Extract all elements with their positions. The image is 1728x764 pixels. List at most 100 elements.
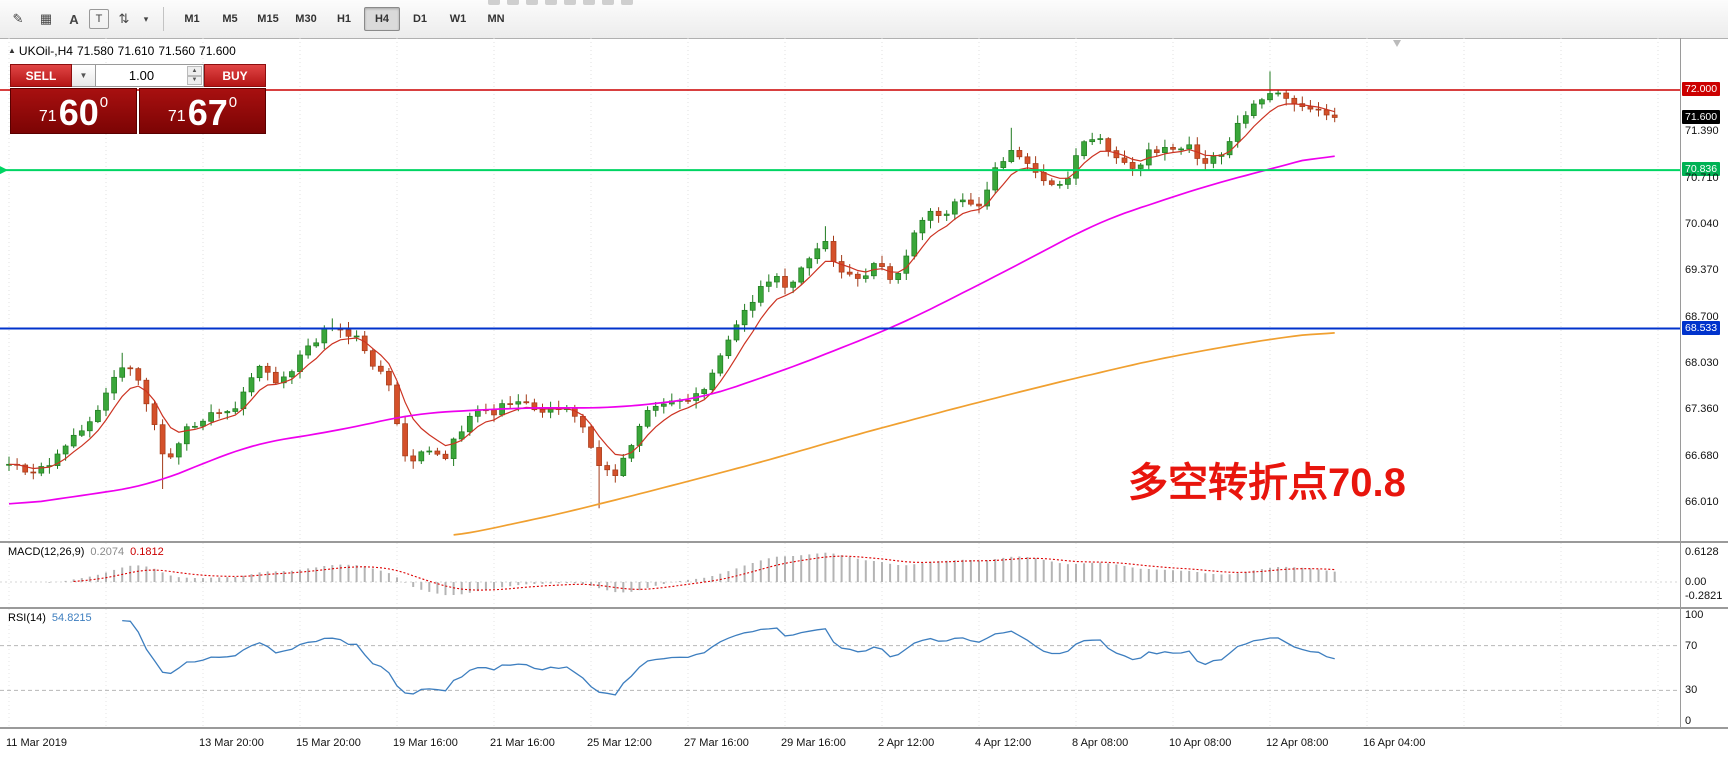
- crayon-draw-icon[interactable]: ✎: [12, 11, 24, 26]
- volume-increase-button[interactable]: ▲: [187, 66, 202, 76]
- candle: [927, 210, 934, 221]
- candle: [531, 402, 538, 411]
- candle: [418, 451, 425, 462]
- buy-button[interactable]: BUY: [204, 64, 266, 87]
- candle: [1315, 108, 1322, 111]
- candle: [426, 450, 433, 453]
- time-axis-label: 16 Apr 04:00: [1363, 737, 1426, 749]
- candle: [701, 389, 708, 394]
- candle: [765, 281, 772, 287]
- bid-pips: 60: [58, 92, 99, 134]
- grid-comment-icon[interactable]: ▦: [39, 11, 53, 26]
- timeframe-button-h4[interactable]: H4: [364, 7, 400, 31]
- timeframe-button-m15[interactable]: M15: [257, 13, 279, 25]
- candle: [305, 345, 311, 356]
- ohlc-low: 71.560: [158, 44, 196, 58]
- ohlc-close: 71.600: [199, 44, 236, 58]
- panel-separator[interactable]: [0, 607, 1728, 609]
- sell-button[interactable]: SELL: [10, 64, 72, 87]
- toolbar: ✎ ▦ A T ⇅ ▾ M1 M5 M15 M30 H1 H4 D1 W1 MN: [0, 0, 1728, 39]
- volume-input[interactable]: [96, 65, 203, 86]
- candle: [1283, 92, 1290, 99]
- objects-dropdown-caret-icon[interactable]: ▾: [143, 13, 149, 24]
- time-axis-label: 11 Mar 2019: [6, 737, 67, 749]
- cropped-icon: [564, 0, 576, 5]
- candle: [976, 203, 982, 207]
- candle: [232, 408, 239, 412]
- candle: [103, 392, 109, 411]
- time-axis[interactable]: 11 Mar 2019 13 Mar 20:00 15 Mar 20:00 19 Ma…: [0, 729, 1728, 764]
- axis-border: [1680, 38, 1681, 727]
- rsi-axis[interactable]: 100 70 30 0: [1681, 609, 1728, 727]
- time-axis-label: 13 Mar 20:00: [199, 737, 264, 749]
- candle: [1081, 141, 1087, 157]
- candle: [1202, 158, 1209, 164]
- candle: [1048, 180, 1055, 185]
- candle: [289, 371, 295, 378]
- volume-dropdown-button[interactable]: ▼: [72, 64, 96, 87]
- candle: [345, 329, 352, 337]
- chart-shift-marker-icon: [1393, 40, 1401, 47]
- macd-signal-value: 0.1812: [130, 546, 164, 558]
- candle: [264, 365, 271, 373]
- rsi-indicator-panel[interactable]: [0, 609, 1680, 727]
- candle: [515, 401, 522, 405]
- time-axis-label: 19 Mar 16:00: [393, 737, 458, 749]
- candle: [1186, 144, 1193, 150]
- candle: [256, 365, 263, 379]
- cropped-icon: [583, 0, 595, 5]
- text-label-icon[interactable]: A: [69, 11, 79, 27]
- candle: [135, 368, 142, 381]
- timeframe-button-m5[interactable]: M5: [222, 13, 238, 25]
- candle: [151, 403, 158, 425]
- cropped-icon: [488, 0, 500, 5]
- objects-list-icon[interactable]: ⇅: [118, 11, 130, 26]
- panel-separator[interactable]: [0, 541, 1728, 543]
- ask-whole: 71: [167, 108, 186, 125]
- price-axis-label: 66.680: [1685, 449, 1719, 462]
- timeframe-button-mn[interactable]: MN: [487, 13, 505, 25]
- macd-indicator-panel[interactable]: [0, 543, 1680, 607]
- timeframe-button-h1[interactable]: H1: [336, 13, 352, 25]
- candle: [806, 258, 813, 269]
- macd-axis-label: -0.2821: [1685, 589, 1723, 602]
- cropped-icon: [602, 0, 614, 5]
- cropped-icon: [545, 0, 557, 5]
- candle: [782, 276, 788, 288]
- candle: [394, 384, 400, 425]
- candle: [741, 309, 748, 326]
- rsi-axis-label: 100: [1685, 609, 1704, 621]
- price-axis-label: 70.040: [1685, 218, 1719, 231]
- timeframe-button-d1[interactable]: D1: [412, 13, 428, 25]
- ask-price-tile[interactable]: 71 67 0: [139, 88, 266, 134]
- bid-price-tile[interactable]: 71 60 0: [10, 88, 137, 134]
- time-axis-label: 21 Mar 16:00: [490, 737, 555, 749]
- panel-separator: [0, 727, 1728, 729]
- timeframe-button-m30[interactable]: M30: [295, 13, 317, 25]
- candle: [749, 301, 756, 311]
- window-expand-icon[interactable]: ▲: [8, 46, 16, 55]
- candle: [523, 401, 530, 404]
- candle: [798, 267, 805, 283]
- ohlc-open: 71.580: [76, 44, 114, 58]
- candle: [984, 189, 990, 207]
- main-price-chart[interactable]: [0, 38, 1680, 541]
- candle: [620, 457, 627, 476]
- timeframe-button-w1[interactable]: W1: [449, 13, 467, 25]
- timeframe-button-m1[interactable]: M1: [184, 13, 200, 25]
- candle: [846, 271, 853, 275]
- candle: [313, 342, 320, 347]
- candle: [612, 469, 619, 476]
- candle: [862, 275, 869, 279]
- candle: [450, 438, 457, 459]
- volume-decrease-button[interactable]: ▼: [187, 75, 202, 85]
- candle: [959, 199, 966, 203]
- candle: [353, 335, 360, 338]
- candle: [1259, 99, 1265, 105]
- candle: [30, 471, 37, 474]
- textbox-icon[interactable]: T: [89, 9, 109, 29]
- candle: [458, 431, 465, 440]
- macd-axis[interactable]: 0.6128 0.00 -0.2821: [1681, 543, 1728, 607]
- price-axis[interactable]: 72.000 71.600 71.390 70.836 70.710 70.040 69.3…: [1681, 38, 1728, 541]
- drawing-tools-group: ✎ ▦ A T ⇅ ▾: [0, 0, 158, 38]
